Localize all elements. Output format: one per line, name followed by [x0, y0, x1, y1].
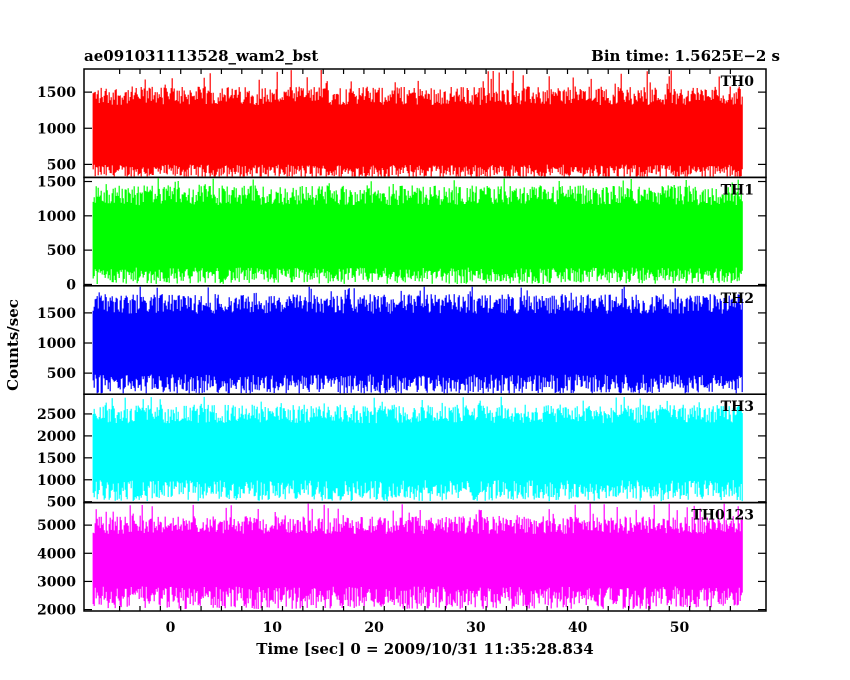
panels-group: 500 1000 1500 TH0 0 500 1000 1500 TH1 500 1000 1500…: [37, 68, 767, 619]
series-th3: [92, 396, 743, 502]
y-tick-label: 0: [66, 277, 76, 293]
panel-label: TH3: [721, 399, 754, 415]
panel-th0: 500 1000 1500 TH0: [37, 68, 767, 179]
panel-th1: 0 500 1000 1500 TH1: [37, 175, 767, 293]
y-tick-label: 500: [47, 243, 76, 259]
x-tick-label: 30: [466, 620, 486, 636]
panel-th2: 500 1000 1500 TH2: [37, 285, 767, 395]
y-tick-label: 2000: [37, 429, 76, 445]
y-tick-label: 3000: [37, 574, 76, 590]
y-tick-label: 500: [47, 366, 76, 382]
y-tick-label: 1000: [37, 336, 76, 352]
x-axis-label: Time [sec] 0 = 2009/10/31 11:35:28.834: [256, 640, 593, 658]
y-tick-label: 1500: [37, 85, 76, 101]
chart-title: ae091031113528_wam2_bst: [84, 47, 318, 65]
panel-label: TH0123: [691, 508, 754, 524]
y-tick-label: 1500: [37, 306, 76, 322]
y-tick-label: 2500: [37, 407, 76, 423]
y-tick-label: 1000: [37, 209, 76, 225]
series-th0123: [92, 503, 743, 609]
y-tick-label: 5000: [37, 518, 76, 534]
panel-label: TH1: [721, 182, 754, 198]
y-tick-label: 1000: [37, 121, 76, 137]
x-tick-label: 0: [166, 620, 176, 636]
x-tick-label: 10: [263, 620, 283, 636]
panel-th0123: 2000 3000 4000 5000 TH0123: [37, 501, 767, 619]
y-tick-label: 4000: [37, 546, 76, 562]
y-tick-label: 2000: [37, 603, 76, 619]
y-tick-label: 1500: [37, 175, 76, 191]
y-tick-label: 1500: [37, 451, 76, 467]
x-tick-label: 20: [364, 620, 384, 636]
y-axis-label: Counts/sec: [4, 299, 22, 391]
y-tick-label: 1000: [37, 473, 76, 489]
panel-label: TH2: [721, 291, 754, 307]
chart-subtitle: Bin time: 1.5625E−2 s: [591, 47, 780, 65]
panel-label: TH0: [721, 74, 755, 90]
x-axis: 0 10 20 30 40 50: [119, 69, 731, 636]
series-th1: [92, 178, 743, 284]
series-th0: [92, 70, 743, 177]
panel-th3: 500 1000 1500 2000 2500 TH3: [37, 393, 767, 511]
y-tick-label: 500: [47, 157, 76, 173]
y-tick-label: 500: [47, 495, 76, 511]
x-tick-label: 40: [568, 620, 588, 636]
x-tick-label: 50: [670, 620, 690, 636]
series-th2: [92, 286, 743, 394]
